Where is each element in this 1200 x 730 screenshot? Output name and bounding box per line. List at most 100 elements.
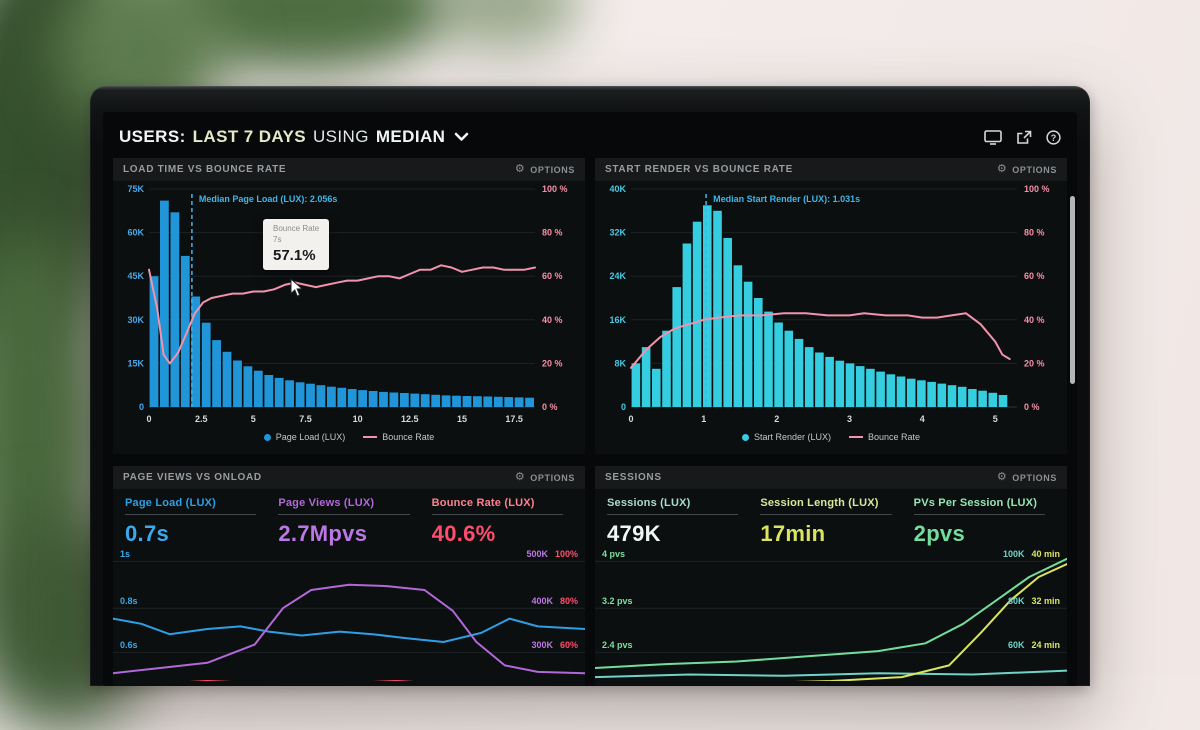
chevron-down-icon[interactable] [454, 132, 469, 142]
y-axis-tick-right: 0 % [1024, 402, 1040, 412]
axis-tick-left: 4 pvs [602, 549, 626, 560]
tooltip: Bounce Rate 7s 57.1% [263, 219, 330, 270]
panel-title: PAGE VIEWS VS ONLOAD [123, 472, 262, 483]
gear-icon: ⚙ [996, 471, 1008, 483]
metric-label: Sessions (LUX) [607, 497, 691, 509]
title-using: USING [313, 127, 369, 146]
x-axis-tick: 0 [628, 414, 633, 424]
gear-icon: ⚙ [996, 163, 1008, 175]
y-axis-tick-right: 0 % [542, 402, 558, 412]
load-time-chart[interactable]: 75K 100 % 60K 80 % 45K 60 % 30K 40 % 15K 20 % 0 0 %… [113, 181, 585, 429]
metric-underline [760, 514, 892, 515]
options-label: OPTIONS [530, 472, 575, 483]
histogram-bar [784, 330, 794, 407]
y-axis-tick-left: 45K [127, 271, 144, 281]
y-axis-tick-left: 30K [127, 315, 144, 325]
histogram-bar [462, 396, 472, 407]
metric-label: Session Length (LUX) [760, 497, 879, 509]
share-icon[interactable] [1016, 130, 1032, 145]
axis-tick-value: 100K [1002, 549, 1025, 560]
histogram-bar [754, 298, 763, 407]
metric: Page Views (LUX) 2.7Mpvs [278, 497, 419, 547]
dashboard-header: USERS: LAST 7 DAYS USING MEDIAN ? [103, 112, 1077, 158]
y-axis-tick-right: 80 % [542, 228, 563, 238]
legend: Start Render (LUX) Bounce Rate [595, 429, 1067, 442]
options-label: OPTIONS [1012, 164, 1057, 175]
histogram-bar [957, 386, 967, 407]
title-date-range[interactable]: LAST 7 DAYS [192, 127, 306, 146]
x-axis-tick: 2.5 [195, 414, 208, 424]
y-axis-tick-right: 40 % [542, 315, 563, 325]
histogram-bar [937, 383, 947, 407]
x-axis-tick: 12.5 [401, 414, 419, 424]
legend-label: Bounce Rate [867, 432, 921, 442]
metric-underline [278, 514, 410, 515]
histogram-bar [764, 311, 773, 407]
sessions-chart[interactable]: 4 pvs 3.2 pvs 2.4 pvs 100K 40 min 80K 32 min 60… [595, 549, 1067, 681]
axis-tick-left: 0.8s [120, 596, 138, 607]
gear-icon: ⚙ [514, 471, 526, 483]
metric-underline [607, 514, 739, 515]
series-line [113, 617, 585, 643]
metric-value: 2.7Mpvs [278, 521, 368, 546]
panel-title: LOAD TIME VS BOUNCE RATE [123, 164, 287, 175]
metric: Bounce Rate (LUX) 40.6% [431, 497, 573, 547]
metric-label: PVs Per Session (LUX) [913, 497, 1038, 509]
y-axis-tick-left: 32K [609, 228, 626, 238]
metric-label: Page Views (LUX) [278, 497, 375, 509]
histogram-bar [295, 382, 305, 407]
tooltip-metric: Bounce Rate [273, 224, 320, 233]
histogram-bar [866, 368, 875, 407]
legend-item[interactable]: Bounce Rate [848, 432, 921, 442]
legend-item[interactable]: Bounce Rate [363, 432, 434, 442]
metric-value: 479K [607, 521, 661, 546]
histogram-bar [441, 395, 451, 407]
y-axis-tick-right: 40 % [1024, 315, 1045, 325]
axis-tick-value: 300K [531, 640, 553, 651]
options-button[interactable]: ⚙ OPTIONS [997, 164, 1057, 175]
histogram-bar [170, 212, 180, 407]
axis-tick-value: 100% [554, 549, 578, 560]
histogram-bar [306, 383, 315, 407]
y-axis-tick-right: 100 % [542, 184, 568, 194]
histogram-bar [389, 392, 399, 407]
metric-label: Bounce Rate (LUX) [431, 497, 535, 509]
legend-item[interactable]: Start Render (LUX) [741, 432, 831, 442]
axis-tick-value: 80% [559, 596, 578, 607]
histogram-bar [968, 389, 977, 407]
help-icon[interactable]: ? [1046, 129, 1061, 145]
histogram-bar [774, 322, 783, 407]
histogram-bar [631, 363, 641, 407]
y-axis-tick-right: 20 % [542, 358, 563, 368]
series-line [595, 557, 1067, 669]
legend-item[interactable]: Page Load (LUX) [263, 432, 346, 442]
metric-label: Page Load (LUX) [125, 497, 217, 509]
legend-label: Start Render (LUX) [753, 432, 831, 442]
axis-tick-value: 60K [1007, 640, 1025, 651]
y-axis-tick-right: 60 % [1024, 271, 1045, 281]
options-button[interactable]: ⚙ OPTIONS [997, 472, 1057, 483]
options-button[interactable]: ⚙ OPTIONS [515, 164, 575, 175]
display-icon[interactable] [984, 129, 1002, 145]
histogram-bar [368, 391, 378, 407]
pageviews-chart[interactable]: 1s 0.8s 0.6s 500K 100% 400K 80% 300K 60% [113, 549, 585, 681]
scrollbar-thumb[interactable] [1070, 196, 1075, 384]
axis-tick-right: 60K 24 min [1008, 640, 1060, 650]
gear-icon: ⚙ [514, 163, 526, 175]
panel-header: PAGE VIEWS VS ONLOAD ⚙ OPTIONS [113, 466, 585, 489]
histogram-bar [233, 360, 242, 407]
histogram-bar [988, 392, 998, 407]
axis-tick-value: 500K [526, 549, 548, 560]
axis-tick-value: 80K [1007, 596, 1025, 607]
histogram-bar [692, 221, 702, 407]
x-axis-tick: 5 [251, 414, 256, 424]
histogram-bar [947, 385, 957, 407]
title-aggregation[interactable]: MEDIAN [375, 127, 446, 146]
legend-label: Page Load (LUX) [275, 432, 346, 442]
histogram-bar [713, 210, 722, 407]
bounce-rate-line [148, 264, 536, 365]
y-axis-tick-right: 100 % [1024, 184, 1050, 194]
options-button[interactable]: ⚙ OPTIONS [515, 472, 575, 483]
start-render-chart[interactable]: 40K 100 % 32K 80 % 24K 60 % 16K 40 % 8K 20 % 0 0 % 0… [595, 181, 1067, 429]
y-axis-tick-left: 15K [127, 358, 144, 368]
